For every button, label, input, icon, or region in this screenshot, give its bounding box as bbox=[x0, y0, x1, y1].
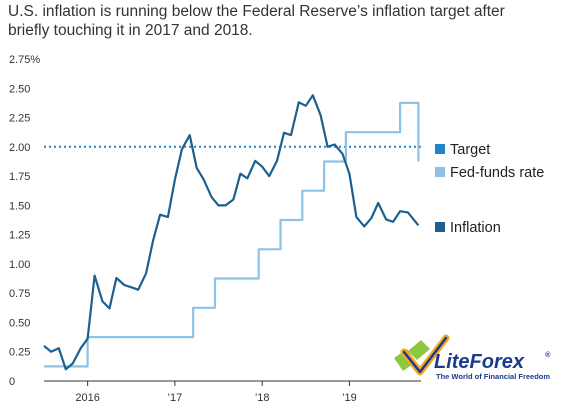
legend-label-target: Target bbox=[450, 142, 490, 158]
legend-label-fed-funds-rate: Fed-funds rate bbox=[450, 165, 544, 181]
y-tick-label: 1.00 bbox=[9, 259, 30, 271]
liteforex-logo-icon bbox=[394, 334, 450, 376]
axis-layer: 0 0.25 0.50 0.75 1.00 1.25 1.50 1.75 2.00 2.25 2.5… bbox=[9, 54, 421, 404]
y-tick-label: 0.75 bbox=[9, 288, 30, 300]
y-tick-label: 2.75% bbox=[9, 54, 40, 66]
y-tick-label: 1.25 bbox=[9, 230, 30, 242]
chart-caption: U.S. inflation is running below the Fede… bbox=[8, 3, 505, 39]
series-line-inflation bbox=[43, 94, 420, 371]
liteforex-watermark: LiteForex ® The World of Financial Freed… bbox=[394, 334, 551, 381]
y-tick-label: 2.50 bbox=[9, 83, 30, 95]
x-tick-label: 2016 bbox=[75, 392, 99, 404]
legend: Target Fed-funds rate Inflation bbox=[435, 142, 544, 236]
legend-swatch-fed-funds-rate bbox=[435, 167, 445, 177]
series-line-fed-funds-rate bbox=[44, 101, 420, 368]
x-tick-label: ’18 bbox=[255, 392, 270, 404]
y-tick-label: 1.75 bbox=[9, 171, 30, 183]
legend-swatch-target bbox=[435, 144, 445, 154]
x-tick-label: ’19 bbox=[342, 392, 357, 404]
y-tick-label: 1.50 bbox=[9, 200, 30, 212]
y-tick-label: 0 bbox=[9, 376, 15, 388]
series-layer bbox=[43, 94, 421, 371]
y-tick-label: 0.25 bbox=[9, 347, 30, 359]
legend-label-inflation: Inflation bbox=[450, 220, 501, 236]
watermark-tagline: The World of Financial Freedom bbox=[436, 372, 550, 381]
watermark-brand: LiteForex bbox=[434, 351, 525, 373]
y-tick-label: 2.00 bbox=[9, 142, 30, 154]
legend-swatch-inflation bbox=[435, 222, 445, 232]
y-tick-label: 2.25 bbox=[9, 113, 30, 125]
watermark-registered: ® bbox=[545, 350, 551, 359]
y-tick-label: 0.50 bbox=[9, 317, 30, 329]
x-tick-label: ’17 bbox=[168, 392, 183, 404]
